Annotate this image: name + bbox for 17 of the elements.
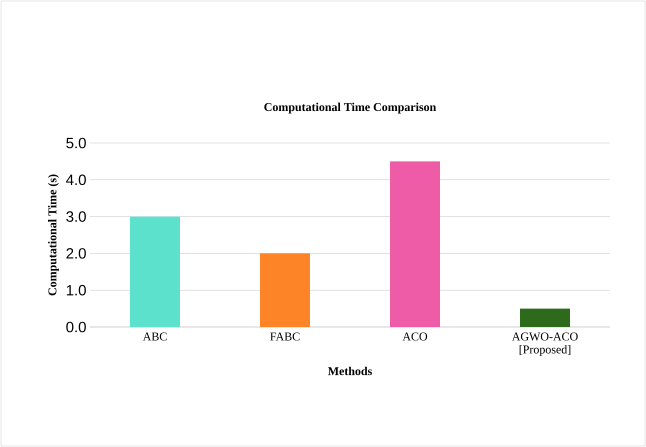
- y-tick-label: 4.0: [66, 174, 86, 186]
- y-tick-label: 0.0: [66, 322, 86, 332]
- x-tick-label: AGWO-ACO [Proposed]: [512, 332, 578, 356]
- y-tick-label: 2.0: [66, 248, 86, 259]
- chart-title: Computational Time Comparison: [264, 102, 436, 114]
- bar: [390, 161, 440, 327]
- x-tick-label: ABC: [142, 332, 167, 341]
- x-tick-label: FABC: [270, 332, 300, 341]
- y-tick-label: 5.0: [66, 138, 86, 148]
- y-tick-label: 3.0: [66, 211, 86, 222]
- x-axis-title: Methods: [328, 366, 372, 376]
- y-tick-label: 1.0: [66, 284, 86, 296]
- bar: [520, 308, 570, 327]
- bar: [130, 216, 180, 327]
- bar: [260, 253, 310, 327]
- y-axis-title: Computational Time (s): [48, 174, 59, 296]
- x-tick-label: ACO: [402, 332, 428, 341]
